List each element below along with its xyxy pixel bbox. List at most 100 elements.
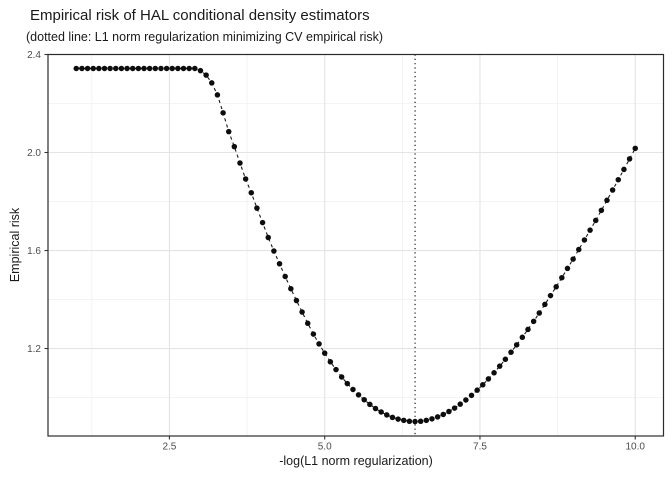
risk-data-point — [141, 65, 147, 72]
risk-data-point — [378, 409, 384, 415]
risk-data-point — [542, 301, 548, 308]
risk-data-point — [316, 341, 322, 347]
risk-data-point — [446, 408, 452, 415]
risk-data-point — [621, 166, 627, 173]
risk-data-point — [276, 261, 283, 267]
risk-data-point — [152, 65, 159, 72]
risk-data-point — [146, 65, 153, 72]
risk-data-point — [530, 318, 537, 325]
risk-data-point — [197, 67, 204, 74]
risk-data-point — [350, 386, 356, 393]
risk-data-point — [372, 405, 379, 412]
risk-data-point — [118, 65, 125, 72]
risk-data-point — [101, 65, 108, 72]
risk-data-point — [344, 380, 351, 387]
risk-data-point — [271, 248, 277, 254]
y-tick-label: 1.6 — [27, 246, 41, 257]
risk-data-point — [84, 65, 91, 72]
risk-data-point — [559, 274, 565, 281]
risk-data-point — [468, 392, 475, 399]
risk-data-point — [564, 265, 571, 272]
risk-data-point — [299, 309, 305, 315]
risk-data-point — [609, 187, 616, 193]
risk-data-point — [333, 366, 339, 373]
risk-data-point — [474, 387, 480, 393]
risk-data-point — [129, 65, 136, 72]
risk-data-point — [248, 189, 255, 196]
risk-data-point — [598, 207, 605, 214]
risk-data-point — [440, 411, 447, 418]
risk-data-point — [79, 65, 85, 72]
x-axis-title: -log(L1 norm regularization) — [279, 454, 433, 468]
risk-data-point — [113, 65, 119, 72]
risk-data-point — [90, 65, 96, 72]
risk-data-point — [496, 363, 503, 369]
risk-data-point — [463, 397, 469, 403]
risk-data-point — [576, 246, 582, 253]
risk-data-point — [237, 160, 243, 166]
y-tick-label: 1.2 — [27, 344, 41, 355]
risk-data-point — [192, 65, 198, 72]
risk-data-point — [632, 145, 638, 152]
risk-data-point — [412, 418, 418, 425]
risk-data-point — [169, 65, 175, 72]
risk-data-point — [231, 143, 238, 150]
x-tick-label: 10.0 — [626, 442, 646, 453]
risk-data-point — [338, 374, 345, 380]
risk-data-point — [423, 417, 430, 424]
risk-data-point — [254, 205, 260, 211]
risk-data-point — [502, 356, 509, 363]
risk-data-point — [626, 156, 633, 162]
y-tick-label: 2.4 — [27, 50, 41, 61]
risk-data-point — [570, 256, 576, 262]
risk-data-point — [485, 376, 492, 382]
risk-data-point — [209, 80, 215, 86]
risk-data-point — [581, 237, 588, 243]
y-tick-label: 2.0 — [27, 148, 41, 159]
risk-data-point — [389, 414, 396, 421]
risk-data-point — [158, 65, 164, 72]
risk-data-point — [553, 284, 559, 290]
risk-data-point — [310, 331, 317, 337]
risk-data-point — [220, 110, 226, 116]
risk-data-point — [480, 382, 486, 388]
risk-data-point — [180, 65, 187, 72]
risk-data-point — [401, 417, 407, 424]
risk-data-point — [288, 285, 294, 292]
risk-data-point — [525, 326, 531, 333]
risk-data-point — [508, 349, 514, 355]
risk-data-point — [259, 219, 266, 226]
chart-subtitle: (dotted line: L1 norm regularization min… — [26, 30, 384, 44]
chart-title: Empirical risk of HAL conditional densit… — [30, 7, 370, 24]
risk-data-point — [265, 234, 271, 241]
risk-data-point — [519, 334, 526, 341]
risk-data-point — [225, 128, 232, 135]
risk-data-point — [434, 414, 441, 420]
panel-background — [48, 54, 664, 436]
risk-data-point — [536, 310, 543, 316]
risk-data-point — [327, 359, 334, 365]
risk-data-point — [242, 176, 249, 182]
risk-data-point — [587, 227, 593, 233]
risk-data-point — [321, 350, 328, 356]
risk-data-point — [367, 401, 373, 408]
risk-data-point — [293, 297, 300, 304]
risk-data-point — [615, 176, 622, 183]
risk-data-point — [282, 273, 288, 280]
risk-data-point — [384, 412, 390, 418]
risk-data-point — [355, 392, 362, 398]
x-tick-label: 5.0 — [318, 442, 332, 453]
risk-data-point — [429, 416, 435, 422]
risk-data-point — [417, 418, 424, 425]
risk-data-point — [604, 197, 610, 204]
risk-data-point — [451, 405, 458, 411]
risk-data-point — [214, 92, 221, 98]
risk-data-point — [513, 342, 520, 348]
panel-border — [47, 53, 665, 437]
risk-data-point — [203, 72, 209, 78]
risk-data-point — [96, 65, 102, 72]
risk-data-point — [361, 396, 367, 403]
risk-data-point — [304, 320, 311, 327]
